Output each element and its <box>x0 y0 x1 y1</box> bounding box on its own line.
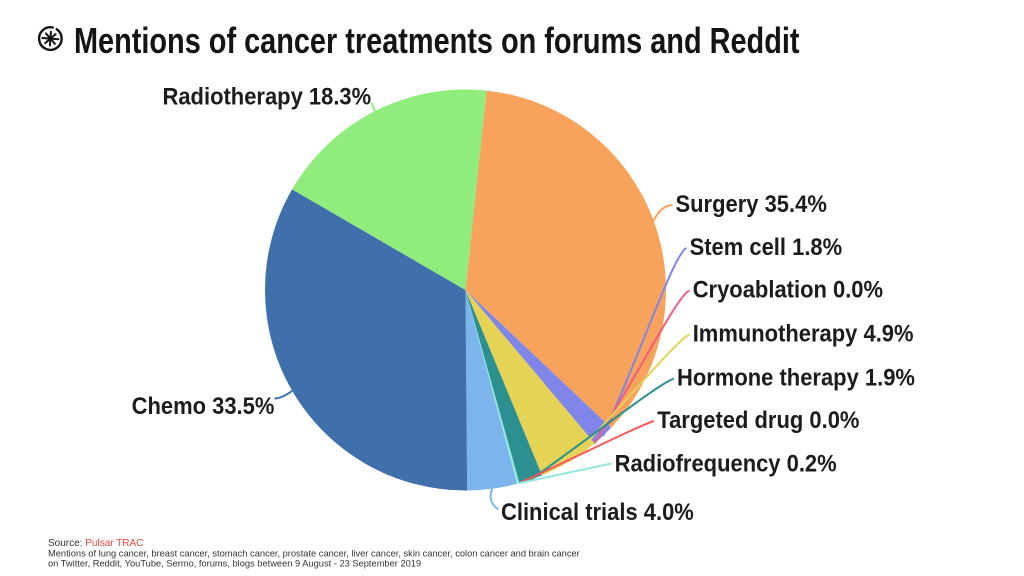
svg-text:on Twitter, Reddit, YouTube, S: on Twitter, Reddit, YouTube, Sermo, foru… <box>48 559 421 569</box>
svg-text:Cryoablation 0.0%: Cryoablation 0.0% <box>693 275 883 302</box>
svg-text:Hormone therapy 1.9%: Hormone therapy 1.9% <box>677 363 915 390</box>
svg-text:Stem cell 1.8%: Stem cell 1.8% <box>690 233 843 260</box>
svg-text:Targeted drug 0.0%: Targeted drug 0.0% <box>657 406 859 433</box>
svg-text:Immunotherapy 4.9%: Immunotherapy 4.9% <box>693 319 914 346</box>
svg-text:Clinical trials 4.0%: Clinical trials 4.0% <box>501 498 694 525</box>
svg-text:Surgery 35.4%: Surgery 35.4% <box>676 190 827 217</box>
svg-text:Chemo 33.5%: Chemo 33.5% <box>132 392 275 419</box>
svg-text:Mentions of lung cancer, breas: Mentions of lung cancer, breast cancer, … <box>48 549 580 559</box>
svg-text:Radiofrequency 0.2%: Radiofrequency 0.2% <box>615 449 837 476</box>
svg-text:Source: Pulsar TRAC: Source: Pulsar TRAC <box>48 538 143 549</box>
svg-text:Radiotherapy 18.3%: Radiotherapy 18.3% <box>163 82 372 109</box>
svg-text:Mentions of cancer treatments: Mentions of cancer treatments on forums … <box>74 20 800 61</box>
